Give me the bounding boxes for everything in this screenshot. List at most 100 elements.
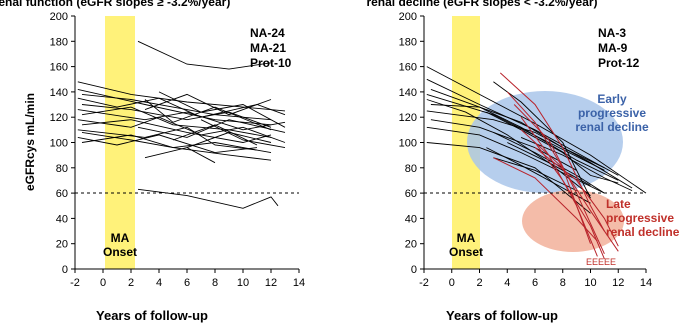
late-progressive-zone — [522, 190, 624, 252]
y-tick-label: 100 — [399, 138, 417, 150]
panel-2-onset-label-line2: Onset — [449, 245, 483, 259]
late-decline-label-line1: Late — [606, 197, 631, 211]
x-tick-label: 10 — [237, 277, 249, 289]
panel-2-series-line-24 — [534, 147, 619, 247]
panel-1-series-line-17 — [172, 124, 258, 146]
y-tick-label: 80 — [56, 163, 68, 175]
early-decline-label-line3: renal decline — [575, 120, 649, 134]
panel-1-series-line-15 — [144, 93, 272, 116]
panel-2-series-line-8 — [486, 111, 619, 184]
x-tick-label: 2 — [128, 277, 134, 289]
x-tick-label: 0 — [449, 277, 455, 289]
panel-2-x-ticks: -2 0 2 4 6 8 10 12 14 — [419, 269, 652, 289]
panel-2-series-line-16 — [426, 142, 591, 214]
panel-1-onset-label-line1: MA — [111, 231, 130, 245]
panel-1-series-line-22 — [200, 119, 286, 149]
y-tick-label: 20 — [56, 239, 68, 251]
x-tick-label: 6 — [532, 277, 538, 289]
panel-1-y-axis-label: eGFRcys mL/min — [23, 93, 37, 191]
x-tick-label: 12 — [612, 277, 624, 289]
panel-1-onset-band — [105, 16, 135, 269]
panel-2-y-ticks: 0 20 40 60 80 100 120 140 160 180 200 — [399, 11, 424, 276]
panel-1-y-ticks: 0 20 40 60 80 100 120 140 160 180 200 — [50, 11, 75, 276]
y-tick-label: 20 — [405, 239, 417, 251]
panel-1-series-line-9 — [77, 116, 286, 143]
y-tick-label: 160 — [50, 62, 68, 74]
panel-2-count-prot: Prot-12 — [598, 56, 640, 70]
panel-1-series-line-2 — [77, 81, 286, 112]
x-tick-label: 14 — [293, 277, 305, 289]
x-tick-label: 14 — [640, 277, 652, 289]
y-tick-label: 200 — [399, 11, 417, 23]
panel-1-series-line-5 — [77, 97, 286, 118]
late-decline-label-line2: progressive — [606, 211, 674, 225]
panel-1-series-line-1 — [137, 40, 272, 70]
panel-2-series-line-14 — [426, 99, 591, 196]
panel-1-series-line-21 — [144, 147, 216, 164]
panel-1-series-line-14 — [81, 134, 272, 161]
panel-1-series-line-4 — [81, 93, 272, 121]
x-tick-label: -2 — [70, 277, 80, 289]
panel-2-series-line-25 — [493, 157, 598, 242]
panel-2-series-line-18 — [499, 72, 605, 232]
panel-1-series-line-18 — [144, 99, 272, 131]
panel-2: renal decline (eGFR slopes < -3.2%/year)… — [366, 0, 679, 323]
y-tick-label: 40 — [405, 213, 417, 225]
panel-1-count-prot: Prot-10 — [250, 56, 292, 70]
y-tick-label: 160 — [399, 62, 417, 74]
panel-2-series-line-22 — [520, 129, 619, 252]
panel-1-series-line-16 — [158, 91, 286, 128]
panel-1-series-line-20 — [137, 119, 286, 138]
panel-2-count-ma: MA-9 — [598, 41, 628, 55]
panel-1-count-na: NA-24 — [250, 26, 285, 40]
x-tick-label: 8 — [560, 277, 566, 289]
y-tick-label: 100 — [50, 138, 68, 150]
panel-2-count-na: NA-3 — [598, 26, 626, 40]
early-decline-label-line2: progressive — [578, 106, 646, 120]
panel-1-series-line-10 — [81, 119, 272, 143]
y-tick-label: 60 — [405, 188, 417, 200]
panel-1-x-axis-label: Years of follow-up — [96, 308, 208, 323]
panel-2-series-line-17 — [493, 81, 591, 199]
y-tick-label: 40 — [56, 213, 68, 225]
panel-2-series-line-23 — [534, 142, 605, 260]
panel-2-onset-label-line1: MA — [457, 231, 476, 245]
y-tick-label: 0 — [411, 264, 417, 276]
panel-2-top-caption: renal decline (eGFR slopes < -3.2%/year) — [366, 0, 597, 9]
panel-2-series-layer — [426, 66, 647, 260]
panel-1-series-line-3 — [77, 88, 272, 126]
y-tick-label: 140 — [399, 87, 417, 99]
panel-1-count-ma: MA-21 — [250, 41, 286, 55]
panel-2-series-line-2 — [426, 78, 619, 176]
eeeee-label: EEEEE — [586, 257, 616, 267]
panel-1-x-ticks: -2 0 2 4 6 8 10 12 14 — [70, 269, 305, 289]
panel-2-series-line-4 — [430, 104, 619, 181]
early-decline-label-line1: Early — [597, 92, 627, 106]
x-tick-label: 4 — [504, 277, 510, 289]
x-tick-label: 4 — [156, 277, 162, 289]
panel-1-series-line-11 — [77, 126, 258, 151]
y-tick-label: 120 — [50, 112, 68, 124]
panel-2-series-line-15 — [430, 88, 605, 169]
panel-1-series-line-13 — [77, 134, 258, 154]
panel-1-series-line-7 — [77, 109, 286, 131]
y-tick-label: 80 — [405, 163, 417, 175]
x-tick-label: 0 — [100, 277, 106, 289]
y-tick-label: 200 — [50, 11, 68, 23]
x-tick-label: 2 — [476, 277, 482, 289]
y-tick-label: 0 — [62, 264, 68, 276]
x-tick-label: -2 — [419, 277, 429, 289]
panel-1-series-line-8 — [81, 106, 272, 138]
y-tick-label: 180 — [399, 36, 417, 48]
x-tick-label: 10 — [584, 277, 596, 289]
y-tick-label: 120 — [399, 112, 417, 124]
panel-1-onset-label-line2: Onset — [103, 245, 137, 259]
panel-1-series-line-19 — [186, 131, 272, 149]
panel-2-x-axis-label: Years of follow-up — [446, 308, 558, 323]
y-tick-label: 60 — [56, 188, 68, 200]
panel-1-series-line-23 — [137, 188, 279, 209]
panel-2-series-line-13 — [493, 157, 577, 192]
panel-2-series-line-6 — [430, 119, 577, 171]
panel-1-top-caption: renal function (eGFR slopes ≥ -3.2%/year… — [0, 0, 230, 9]
